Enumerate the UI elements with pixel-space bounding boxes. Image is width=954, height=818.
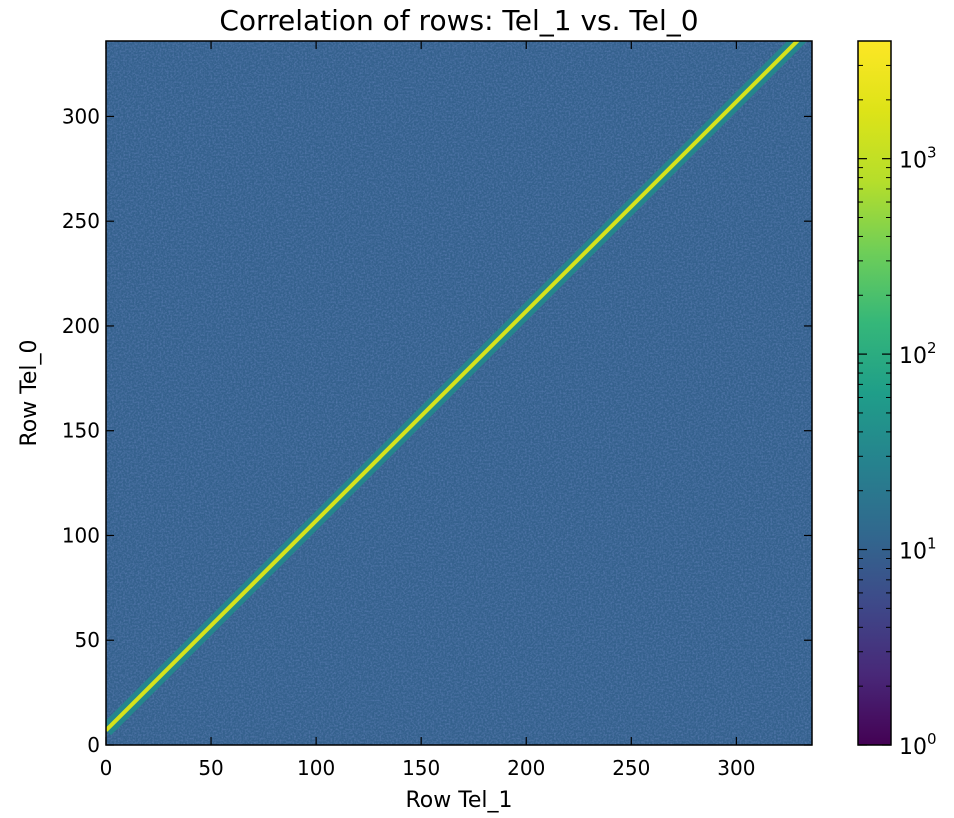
x-tick-label: 100: [297, 756, 335, 780]
y-tick-label: 50: [75, 628, 100, 652]
x-tick-label: 300: [717, 756, 755, 780]
y-tick-label: 250: [62, 209, 100, 233]
colorbar-tick-label: 103: [899, 144, 937, 174]
diagonal-correlation-line: [106, 41, 801, 732]
x-tick-label: 0: [100, 756, 113, 780]
x-axis: 0 50 100 150 200 250 300: [100, 41, 755, 780]
x-tick-label: 250: [612, 756, 650, 780]
x-tick-label: 200: [507, 756, 545, 780]
y-tick-label: 300: [62, 104, 100, 128]
x-tick-label: 50: [198, 756, 223, 780]
colorbar-tick-label: 100: [899, 730, 937, 760]
colorbar-frame: [857, 40, 892, 746]
colorbar-ticks: 100 101 102 103: [858, 40, 937, 760]
colorbar-gradient: [858, 41, 891, 745]
heatmap-texture: [106, 41, 812, 745]
y-tick-label: 150: [62, 419, 100, 443]
x-axis-label: Row Tel_1: [405, 788, 512, 813]
colorbar-tick-label: 101: [899, 535, 937, 565]
colorbar-tick-label: 102: [899, 339, 937, 369]
y-tick-label: 200: [62, 314, 100, 338]
y-tick-label: 0: [87, 733, 100, 757]
plot-frame: [105, 40, 813, 746]
plot-area: [106, 41, 812, 745]
y-axis: 0 50 100 150 200 250 300: [62, 104, 812, 757]
y-axis-label: Row Tel_0: [17, 339, 42, 446]
chart-title: Correlation of rows: Tel_1 vs. Tel_0: [219, 4, 698, 37]
y-tick-label: 100: [62, 523, 100, 547]
x-tick-label: 150: [402, 756, 440, 780]
colorbar: 100 101 102 103: [857, 40, 937, 760]
